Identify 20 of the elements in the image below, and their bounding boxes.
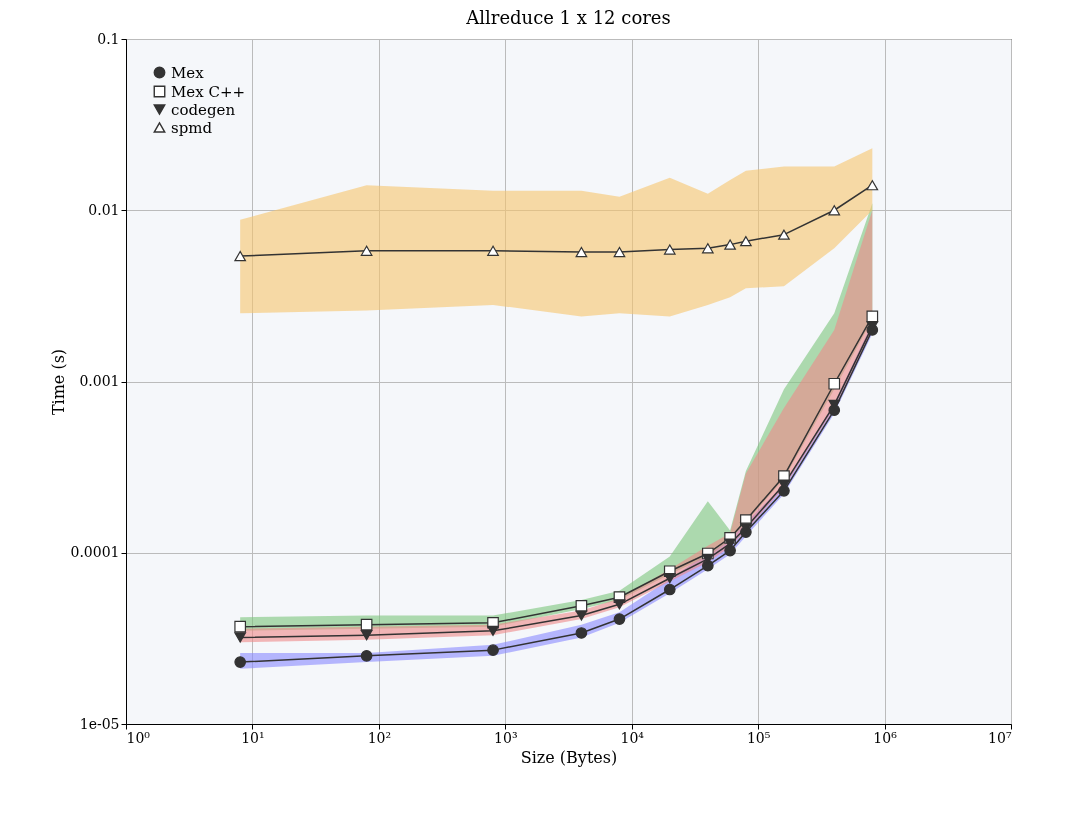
- y-tick-label: 0.01: [88, 201, 120, 218]
- legend-label: spmd: [171, 118, 213, 137]
- x-tick-label: 10³: [494, 729, 518, 746]
- x-tick-label: 10⁵: [746, 729, 771, 746]
- x-axis-title: Size (Bytes): [520, 747, 618, 767]
- x-tick-label: 10⁶: [873, 729, 898, 746]
- x-tick-label: 10²: [367, 729, 392, 746]
- y-tick-label: 0.0001: [70, 544, 120, 561]
- x-tick-label: 10⁷: [988, 729, 1012, 746]
- y-tick-label: 0.1: [97, 30, 120, 47]
- legend-label: Mex C++: [171, 82, 246, 101]
- chart-title: Allreduce 1 x 12 cores: [465, 7, 671, 28]
- legend-label: codegen: [171, 100, 236, 119]
- legend-label: Mex: [171, 63, 205, 82]
- x-tick-label: 10¹: [241, 729, 265, 746]
- x-tick-label: 10⁰: [126, 729, 151, 746]
- y-axis-title: Time (s): [48, 348, 68, 416]
- x-tick-label: 10⁴: [620, 729, 645, 746]
- y-tick-label: 0.001: [79, 373, 120, 389]
- y-tick-label: 1e-05: [79, 715, 120, 732]
